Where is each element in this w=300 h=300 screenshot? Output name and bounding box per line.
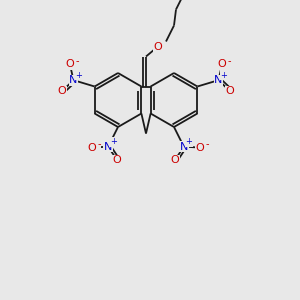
Text: O: O [154, 41, 162, 52]
Text: O: O [226, 86, 235, 96]
Text: -: - [75, 56, 79, 67]
Text: -: - [227, 56, 231, 67]
Text: +: + [75, 71, 82, 80]
Text: +: + [110, 137, 117, 146]
Text: O: O [58, 86, 66, 96]
Text: O: O [196, 142, 204, 153]
Text: O: O [170, 155, 179, 165]
Text: +: + [220, 71, 227, 80]
Text: +: + [185, 137, 192, 146]
Text: N: N [104, 142, 112, 152]
Text: N: N [180, 142, 188, 152]
Text: -: - [205, 140, 209, 150]
Text: N: N [214, 75, 223, 85]
Text: O: O [65, 59, 74, 70]
Text: -: - [97, 140, 101, 150]
Text: O: O [218, 59, 226, 70]
Text: O: O [113, 155, 122, 165]
Text: N: N [69, 75, 78, 85]
Text: O: O [88, 142, 96, 153]
